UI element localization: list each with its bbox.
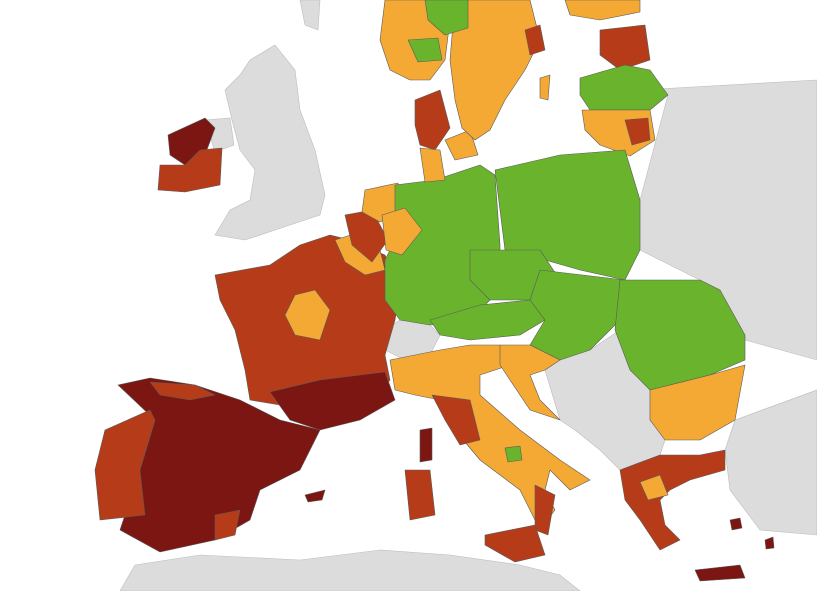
region-bulgaria: [649, 364, 746, 441]
region-turkey: [724, 389, 817, 536]
region-norway-green: [407, 37, 443, 63]
region-ireland-south: [157, 147, 223, 193]
region-greece: [619, 449, 726, 551]
region-uk: [214, 44, 326, 241]
region-romania: [614, 279, 746, 391]
region-africa: [119, 549, 581, 591]
region-spain-north: [149, 381, 216, 401]
region-balearic: [304, 489, 326, 503]
region-denmark: [414, 89, 451, 151]
region-gotland: [539, 74, 551, 101]
region-crete: [694, 564, 746, 582]
region-germany-west: [381, 207, 423, 256]
region-spain-south-coast: [214, 509, 241, 541]
region-denmark-islands: [444, 129, 479, 161]
region-corsica: [419, 427, 433, 463]
region-aegean-island: [729, 517, 743, 531]
region-portugal: [94, 409, 156, 521]
region-ile-de-france: [284, 289, 331, 341]
region-slovenia-croatia: [499, 344, 561, 421]
non-eu-land: [119, 0, 817, 591]
region-france-south: [269, 371, 396, 431]
region-italy-south: [534, 484, 556, 536]
region-sardinia: [404, 469, 436, 521]
eu-regions: [94, 0, 775, 582]
region-rhodes: [764, 536, 775, 550]
region-austria: [429, 299, 546, 341]
region-sweden-north: [424, 0, 469, 36]
region-greece-central: [639, 474, 669, 501]
region-sicily: [484, 524, 546, 563]
region-norway-west: [299, 0, 321, 31]
region-estonia: [599, 24, 651, 71]
region-schleswig: [419, 147, 446, 183]
region-italy-tuscany: [431, 394, 481, 446]
region-sweden-east: [524, 24, 546, 56]
region-italy-molise: [504, 445, 523, 463]
region-finland: [564, 0, 641, 21]
region-lithuania-east: [624, 117, 651, 146]
region-latvia: [579, 64, 669, 111]
